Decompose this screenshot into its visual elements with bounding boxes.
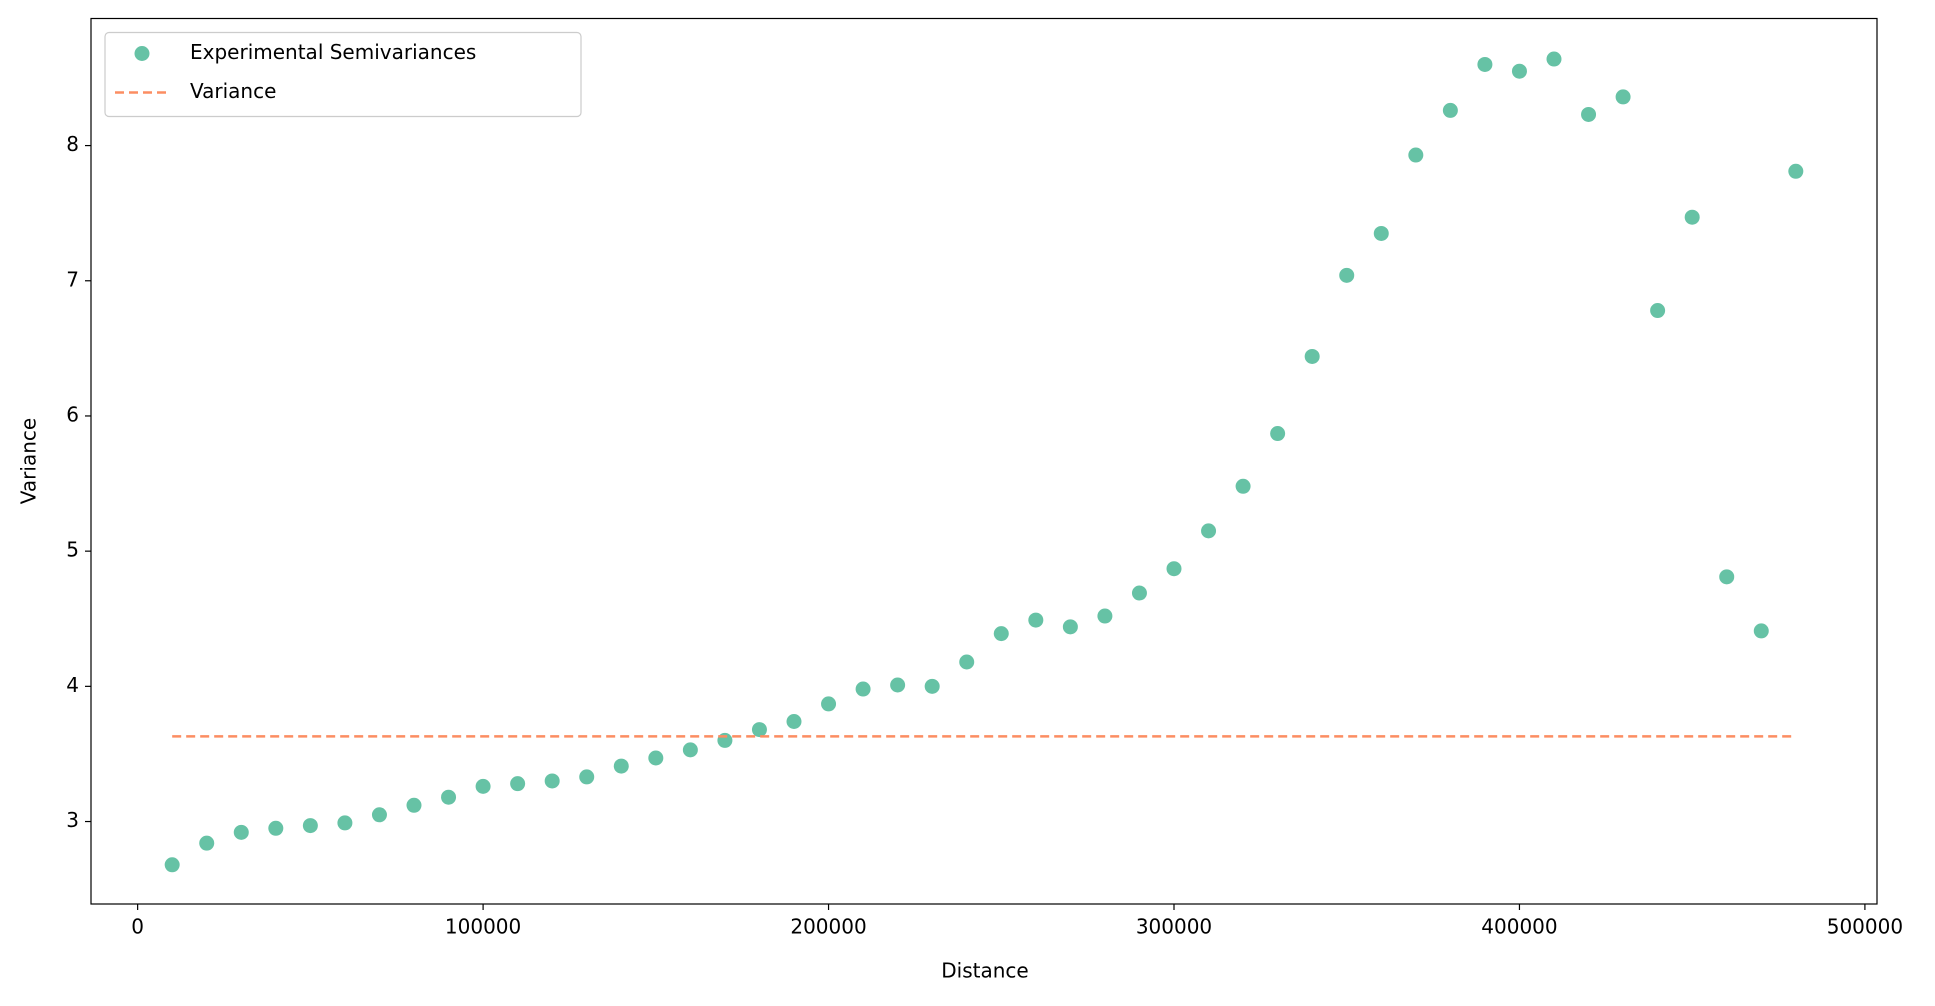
scatter-point	[959, 654, 975, 670]
y-tick-label: 4	[66, 673, 79, 697]
scatter-point	[1511, 63, 1527, 79]
x-tick-label: 300000	[1136, 915, 1212, 939]
y-tick-label: 3	[66, 808, 79, 832]
scatter-point	[993, 626, 1009, 642]
scatter-point	[1235, 478, 1251, 494]
scatter-point	[1201, 523, 1217, 539]
scatter-point	[1788, 163, 1804, 179]
scatter-point	[199, 835, 215, 851]
scatter-point	[1304, 348, 1320, 364]
scatter-point	[1442, 102, 1458, 118]
scatter-point	[1131, 585, 1147, 601]
scatter-point	[924, 678, 940, 694]
scatter-point	[1477, 56, 1493, 72]
plot-frame	[90, 17, 1878, 905]
scatter-point	[544, 773, 560, 789]
x-tick-label: 400000	[1481, 915, 1557, 939]
scatter-point	[855, 681, 871, 697]
x-tick-label: 500000	[1827, 915, 1903, 939]
scatter-point	[475, 778, 491, 794]
scatter-point	[1270, 426, 1286, 442]
scatter-point	[268, 820, 284, 836]
scatter-point	[786, 713, 802, 729]
legend-box	[104, 31, 582, 118]
scatter-point	[682, 742, 698, 758]
scatter-point	[1339, 267, 1355, 283]
scatter-point	[1581, 106, 1597, 122]
scatter-point	[441, 789, 457, 805]
scatter-point	[510, 776, 526, 792]
legend-label: Experimental Semivariances	[190, 40, 476, 64]
scatter-point	[1719, 569, 1735, 585]
y-tick-label: 5	[66, 538, 79, 562]
scatter-point	[613, 758, 629, 774]
legend-label: Variance	[190, 79, 276, 103]
scatter-point	[579, 769, 595, 785]
scatter-point	[1097, 608, 1113, 624]
scatter-point	[1684, 209, 1700, 225]
y-tick-label: 8	[66, 132, 79, 156]
y-axis-label: Variance	[17, 418, 41, 504]
scatter-point	[648, 750, 664, 766]
scatter-point	[1028, 612, 1044, 628]
scatter-point	[1546, 51, 1562, 67]
scatter-point	[821, 696, 837, 712]
y-tick-label: 7	[66, 267, 79, 291]
scatter-point	[406, 797, 422, 813]
scatter-point	[1753, 623, 1769, 639]
x-axis-label: Distance	[941, 959, 1028, 983]
scatter-point	[890, 677, 906, 693]
scatter-point	[1373, 225, 1389, 241]
x-tick-label: 0	[131, 915, 144, 939]
scatter-point	[233, 824, 249, 840]
scatter-point	[751, 722, 767, 738]
scatter-point	[164, 857, 180, 873]
scatter-point	[1408, 147, 1424, 163]
y-tick-label: 6	[66, 402, 79, 426]
scatter-point	[1650, 303, 1666, 319]
scatter-point	[371, 807, 387, 823]
scatter-point	[1615, 89, 1631, 105]
legend-swatch	[134, 46, 150, 61]
x-tick-label: 100000	[445, 915, 521, 939]
scatter-point	[337, 815, 353, 831]
scatter-point	[1166, 561, 1182, 577]
scatter-point	[1062, 619, 1078, 635]
x-tick-label: 200000	[790, 915, 866, 939]
scatter-point	[302, 818, 318, 834]
